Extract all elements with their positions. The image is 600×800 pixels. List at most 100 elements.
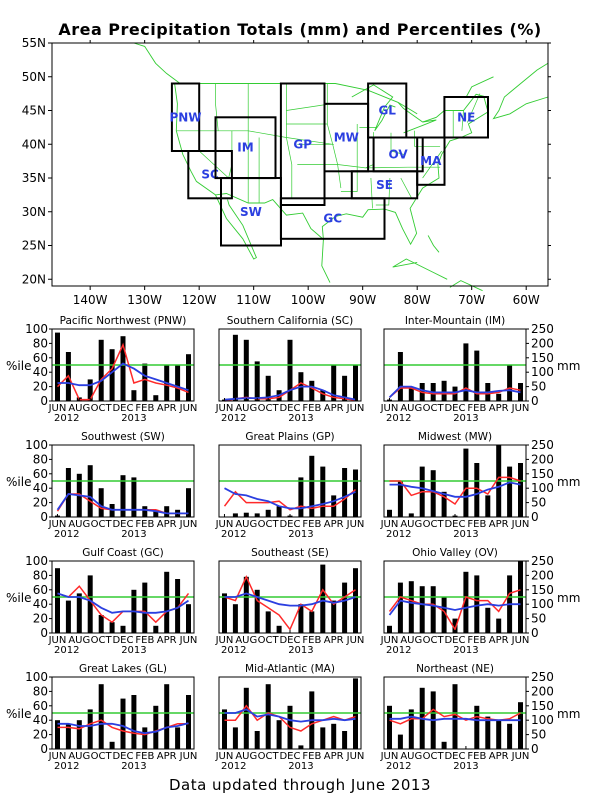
bar xyxy=(276,720,282,749)
bar xyxy=(186,695,191,749)
right-axis-label: mm xyxy=(557,475,580,489)
x-tick-label: JUN xyxy=(215,519,234,530)
x-tick-label: APR xyxy=(157,403,177,414)
y-tick-label-left: 20 xyxy=(33,380,48,394)
x-tick-label: OCT xyxy=(91,519,113,530)
x-tick-label: OCT xyxy=(423,751,445,762)
state-boundary-22 xyxy=(461,110,464,131)
coastline-2 xyxy=(215,194,257,260)
x-tick-label: APR xyxy=(324,519,344,530)
bar xyxy=(76,720,82,749)
panel-title: Gulf Coast (GC) xyxy=(82,547,164,559)
bar xyxy=(320,466,326,517)
x-tick-label: FEB xyxy=(302,519,321,530)
bar xyxy=(441,380,447,401)
lat-tick-label: 25N xyxy=(22,239,46,253)
series-line-blue xyxy=(57,362,189,392)
bar xyxy=(243,339,249,401)
bar xyxy=(153,625,159,633)
bar xyxy=(485,495,491,517)
y-tick-label-right: 200 xyxy=(531,452,554,466)
y-tick-label-left: 0 xyxy=(40,510,48,524)
bar xyxy=(298,477,304,517)
x-tick-label: DEC xyxy=(279,403,300,414)
year-label: 2013 xyxy=(288,529,313,540)
y-tick-label-left: 80 xyxy=(33,684,48,698)
panel-title: Ohio Valley (OV) xyxy=(412,547,498,559)
y-tick-label-right: 250 xyxy=(531,554,554,568)
bar xyxy=(276,506,282,517)
bar xyxy=(419,586,425,633)
x-tick-label: FEB xyxy=(467,751,486,762)
y-tick-label-right: 100 xyxy=(531,365,554,379)
y-tick-label-right: 200 xyxy=(531,684,554,698)
x-tick-label: DEC xyxy=(112,403,133,414)
series-line-blue xyxy=(57,722,189,735)
series-line-blue xyxy=(56,493,189,515)
y-tick-label-right: 100 xyxy=(531,713,554,727)
y-tick-label-left: 80 xyxy=(33,336,48,350)
bar xyxy=(474,705,480,749)
x-tick-label: APR xyxy=(489,519,509,530)
bar xyxy=(164,506,170,517)
bar xyxy=(331,365,337,401)
coastline-1 xyxy=(133,42,181,84)
state-boundary-16 xyxy=(414,130,441,147)
x-tick-label: JUN xyxy=(380,635,399,646)
panel-gp: Great Plains (GP)JUN AUG OCT DEC FEB APR JUN20… xyxy=(215,431,365,540)
x-tick-label: JUN xyxy=(346,751,365,762)
bar xyxy=(441,491,447,517)
year-label: 2012 xyxy=(386,645,411,656)
bar xyxy=(309,380,315,401)
x-tick-label: FEB xyxy=(467,519,486,530)
x-tick-label: APR xyxy=(157,519,177,530)
bar xyxy=(186,604,191,633)
year-label: 2012 xyxy=(221,761,246,772)
y-tick-label-left: 100 xyxy=(25,554,48,568)
bar xyxy=(463,571,469,633)
lon-tick-label: 110W xyxy=(236,293,271,307)
bar xyxy=(153,705,159,749)
bar xyxy=(98,488,104,517)
bar xyxy=(142,582,148,633)
coastline-6 xyxy=(351,84,396,132)
year-label: 2012 xyxy=(221,645,246,656)
lon-tick-label: 60W xyxy=(513,293,540,307)
x-tick-label: JUN xyxy=(48,519,67,530)
series-line-red xyxy=(389,476,521,506)
year-label: 2013 xyxy=(121,761,146,772)
x-tick-label: AUG xyxy=(400,403,422,414)
year-label: 2013 xyxy=(453,645,478,656)
bar xyxy=(65,723,71,749)
bar xyxy=(164,684,170,749)
x-tick-label: APR xyxy=(489,635,509,646)
x-tick-label: FEB xyxy=(135,403,154,414)
x-tick-label: JUN xyxy=(48,403,67,414)
region-box-sc xyxy=(187,150,233,200)
y-tick-label-right: 0 xyxy=(531,394,539,408)
year-label: 2013 xyxy=(288,645,313,656)
lat-tick-label: 55N xyxy=(22,36,46,50)
bar xyxy=(298,604,304,633)
y-tick-label-right: 150 xyxy=(531,583,554,597)
region-box-pnw xyxy=(170,82,201,152)
bar xyxy=(232,727,238,749)
y-tick-label-right: 150 xyxy=(531,699,554,713)
panel-title: Northeast (NE) xyxy=(416,663,494,675)
bar xyxy=(353,365,358,401)
y-tick-label-left: 20 xyxy=(33,496,48,510)
x-tick-label: JUN xyxy=(215,751,234,762)
bar xyxy=(441,597,447,633)
series-line-blue xyxy=(224,487,356,510)
bar xyxy=(353,469,358,517)
x-tick-label: AUG xyxy=(235,519,257,530)
x-tick-label: JUN xyxy=(179,519,198,530)
bar xyxy=(131,477,137,517)
bar xyxy=(474,575,480,633)
x-tick-label: DEC xyxy=(444,519,465,530)
x-tick-label: JUN xyxy=(179,751,198,762)
bar xyxy=(186,354,191,401)
bar xyxy=(142,506,148,517)
x-tick-label: FEB xyxy=(467,403,486,414)
right-axis-label: mm xyxy=(557,591,580,605)
